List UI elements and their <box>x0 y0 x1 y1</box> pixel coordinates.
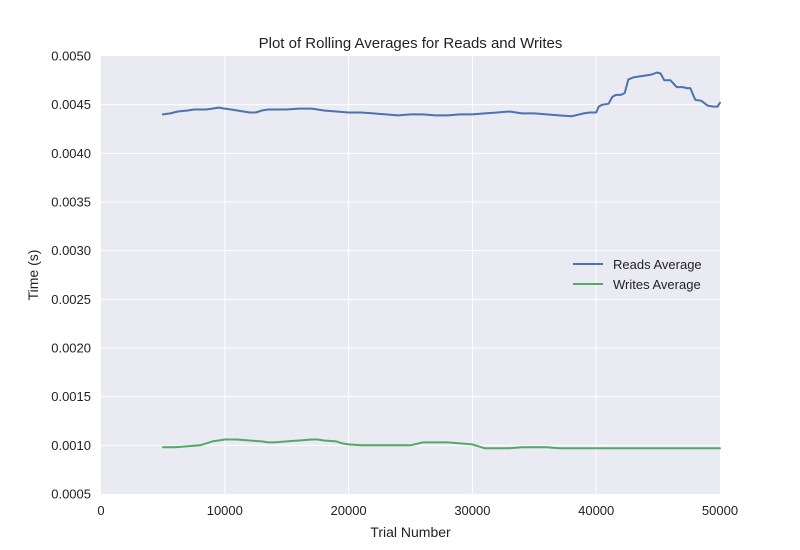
x-tick-label: 50000 <box>702 503 738 518</box>
legend-label-reads-average: Reads Average <box>613 257 702 272</box>
x-axis-ticks: 0 10000 20000 30000 40000 50000 <box>97 503 738 518</box>
y-tick-label: 0.0050 <box>51 49 91 64</box>
x-tick-label: 40000 <box>578 503 614 518</box>
x-tick-label: 0 <box>97 503 104 518</box>
x-axis-label: Trial Number <box>370 524 451 540</box>
y-tick-label: 0.0040 <box>51 146 91 161</box>
y-tick-label: 0.0020 <box>51 341 91 356</box>
legend-label-writes-average: Writes Average <box>613 277 701 292</box>
x-tick-label: 20000 <box>331 503 367 518</box>
series-lines <box>161 71 721 450</box>
x-tick-label: 30000 <box>454 503 490 518</box>
y-axis-ticks: 0.0005 0.0010 0.0015 0.0020 0.0025 0.0030 0.00… <box>51 49 91 502</box>
chart-title: Plot of Rolling Averages for Reads and W… <box>259 35 563 52</box>
y-tick-label: 0.0010 <box>51 438 91 453</box>
x-tick-label: 10000 <box>207 503 243 518</box>
series-line-writes-average <box>161 438 721 450</box>
legend: Reads Average Writes Average <box>573 257 702 292</box>
y-tick-label: 0.0005 <box>51 487 91 502</box>
y-tick-label: 0.0030 <box>51 243 91 258</box>
y-tick-label: 0.0015 <box>51 389 91 404</box>
plot-area <box>101 56 720 494</box>
y-tick-label: 0.0025 <box>51 292 91 307</box>
series-line-reads-average <box>161 71 721 118</box>
y-tick-label: 0.0045 <box>51 97 91 112</box>
y-tick-label: 0.0035 <box>51 195 91 210</box>
y-axis-label: Time (s) <box>25 250 41 301</box>
